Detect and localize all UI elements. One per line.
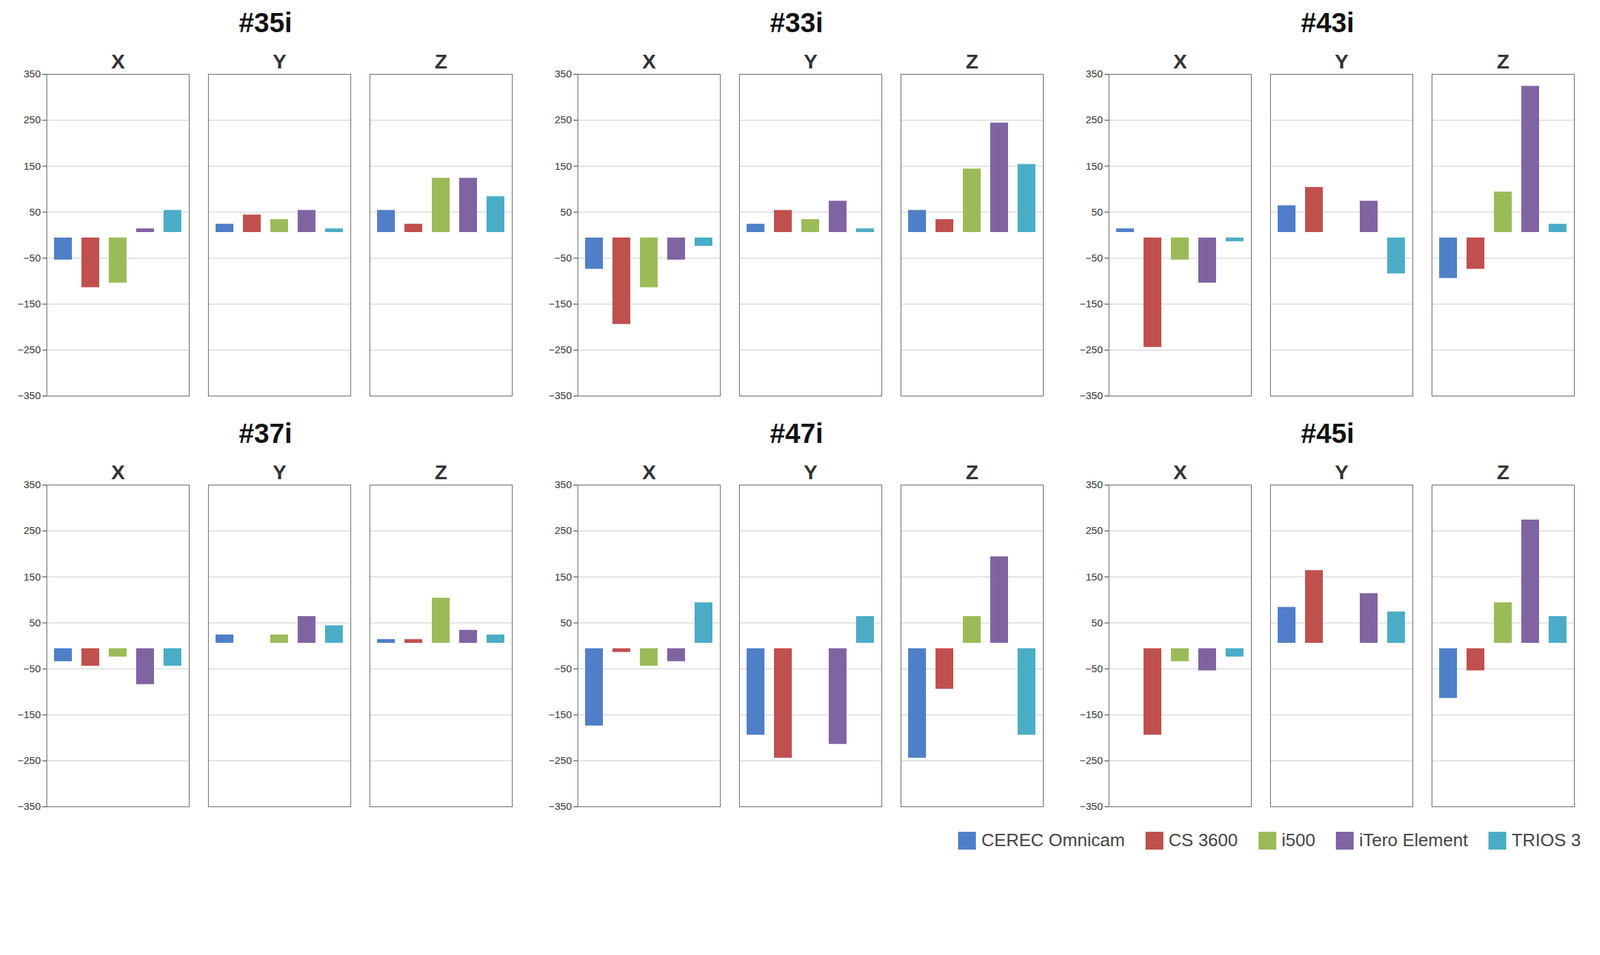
svg-text:350: 350 — [554, 67, 572, 80]
svg-text:−150: −150 — [548, 708, 573, 720]
svg-text:350: 350 — [23, 478, 41, 490]
svg-text:50: 50 — [29, 616, 42, 629]
svg-text:250: 250 — [1085, 113, 1103, 126]
svg-text:Y: Y — [803, 49, 818, 73]
svg-text:X: X — [110, 49, 125, 73]
html-text:#33i: #33i — [769, 7, 824, 38]
svg-text:Z: Z — [434, 460, 447, 484]
svg-text:−250: −250 — [548, 343, 573, 356]
svg-text:−50: −50 — [554, 251, 572, 264]
html-text:#43i: #43i — [1301, 7, 1355, 38]
svg-text:−50: −50 — [23, 251, 41, 264]
svg-text:−250: −250 — [17, 754, 42, 766]
svg-text:−150: −150 — [1079, 297, 1104, 310]
svg-text:350: 350 — [554, 478, 572, 490]
svg-text:350: 350 — [23, 67, 41, 80]
svg-text:250: 250 — [1085, 524, 1103, 536]
svg-text:Z: Z — [434, 49, 447, 73]
svg-text:50: 50 — [560, 616, 573, 629]
svg-text:350: 350 — [1085, 67, 1103, 80]
svg-text:250: 250 — [554, 113, 572, 126]
svg-text:−350: −350 — [1079, 800, 1104, 812]
svg-text:150: 150 — [554, 160, 572, 172]
svg-text:−350: −350 — [1079, 389, 1104, 402]
svg-text:Z: Z — [965, 460, 978, 484]
svg-text:Z: Z — [1496, 460, 1509, 484]
svg-text:−150: −150 — [1079, 708, 1104, 720]
html-text:TRIOS 3: TRIOS 3 — [1511, 829, 1581, 850]
html-text:iTero Element: iTero Element — [1359, 829, 1468, 850]
svg-text:−50: −50 — [1085, 251, 1103, 264]
svg-text:50: 50 — [1091, 205, 1104, 218]
svg-text:50: 50 — [1091, 616, 1104, 629]
svg-text:−150: −150 — [17, 297, 42, 310]
svg-text:50: 50 — [560, 205, 573, 218]
html-text:CS 3600: CS 3600 — [1168, 829, 1238, 850]
svg-text:−350: −350 — [17, 389, 42, 402]
html-text:CEREC Omnicam: CEREC Omnicam — [981, 829, 1125, 850]
html-text:#35i: #35i — [238, 7, 293, 38]
svg-text:150: 150 — [1085, 160, 1103, 172]
svg-text:Z: Z — [1496, 49, 1509, 73]
svg-text:Y: Y — [1334, 49, 1349, 73]
svg-text:−150: −150 — [548, 297, 573, 310]
svg-text:Y: Y — [272, 460, 287, 484]
svg-text:X: X — [641, 460, 656, 484]
svg-text:−250: −250 — [1079, 343, 1104, 356]
svg-text:150: 150 — [554, 570, 572, 583]
svg-text:−250: −250 — [1079, 754, 1104, 766]
svg-text:−250: −250 — [17, 343, 42, 356]
svg-text:Y: Y — [1334, 460, 1349, 484]
svg-text:250: 250 — [554, 524, 572, 536]
svg-text:−50: −50 — [554, 662, 572, 675]
svg-text:−350: −350 — [17, 800, 42, 812]
html-text:#47i: #47i — [769, 418, 824, 449]
svg-text:−50: −50 — [23, 662, 41, 675]
svg-text:X: X — [1172, 49, 1187, 73]
svg-text:50: 50 — [29, 205, 42, 218]
svg-text:Y: Y — [272, 49, 287, 73]
svg-text:Y: Y — [803, 460, 818, 484]
svg-text:−250: −250 — [548, 754, 573, 766]
svg-text:−150: −150 — [17, 708, 42, 720]
svg-text:150: 150 — [1085, 570, 1103, 583]
html-text:#45i: #45i — [1301, 418, 1355, 449]
svg-text:250: 250 — [23, 524, 41, 536]
svg-text:−50: −50 — [1085, 662, 1103, 675]
svg-text:X: X — [641, 49, 656, 73]
html-text:i500: i500 — [1281, 829, 1316, 850]
svg-text:250: 250 — [23, 113, 41, 126]
svg-text:350: 350 — [1085, 478, 1103, 490]
svg-text:−350: −350 — [548, 389, 573, 402]
svg-text:150: 150 — [23, 570, 41, 583]
html-text:#37i: #37i — [238, 418, 293, 449]
svg-text:X: X — [1172, 460, 1187, 484]
svg-text:−350: −350 — [548, 800, 573, 812]
svg-text:X: X — [110, 460, 125, 484]
svg-text:150: 150 — [23, 160, 41, 172]
svg-text:Z: Z — [965, 49, 978, 73]
